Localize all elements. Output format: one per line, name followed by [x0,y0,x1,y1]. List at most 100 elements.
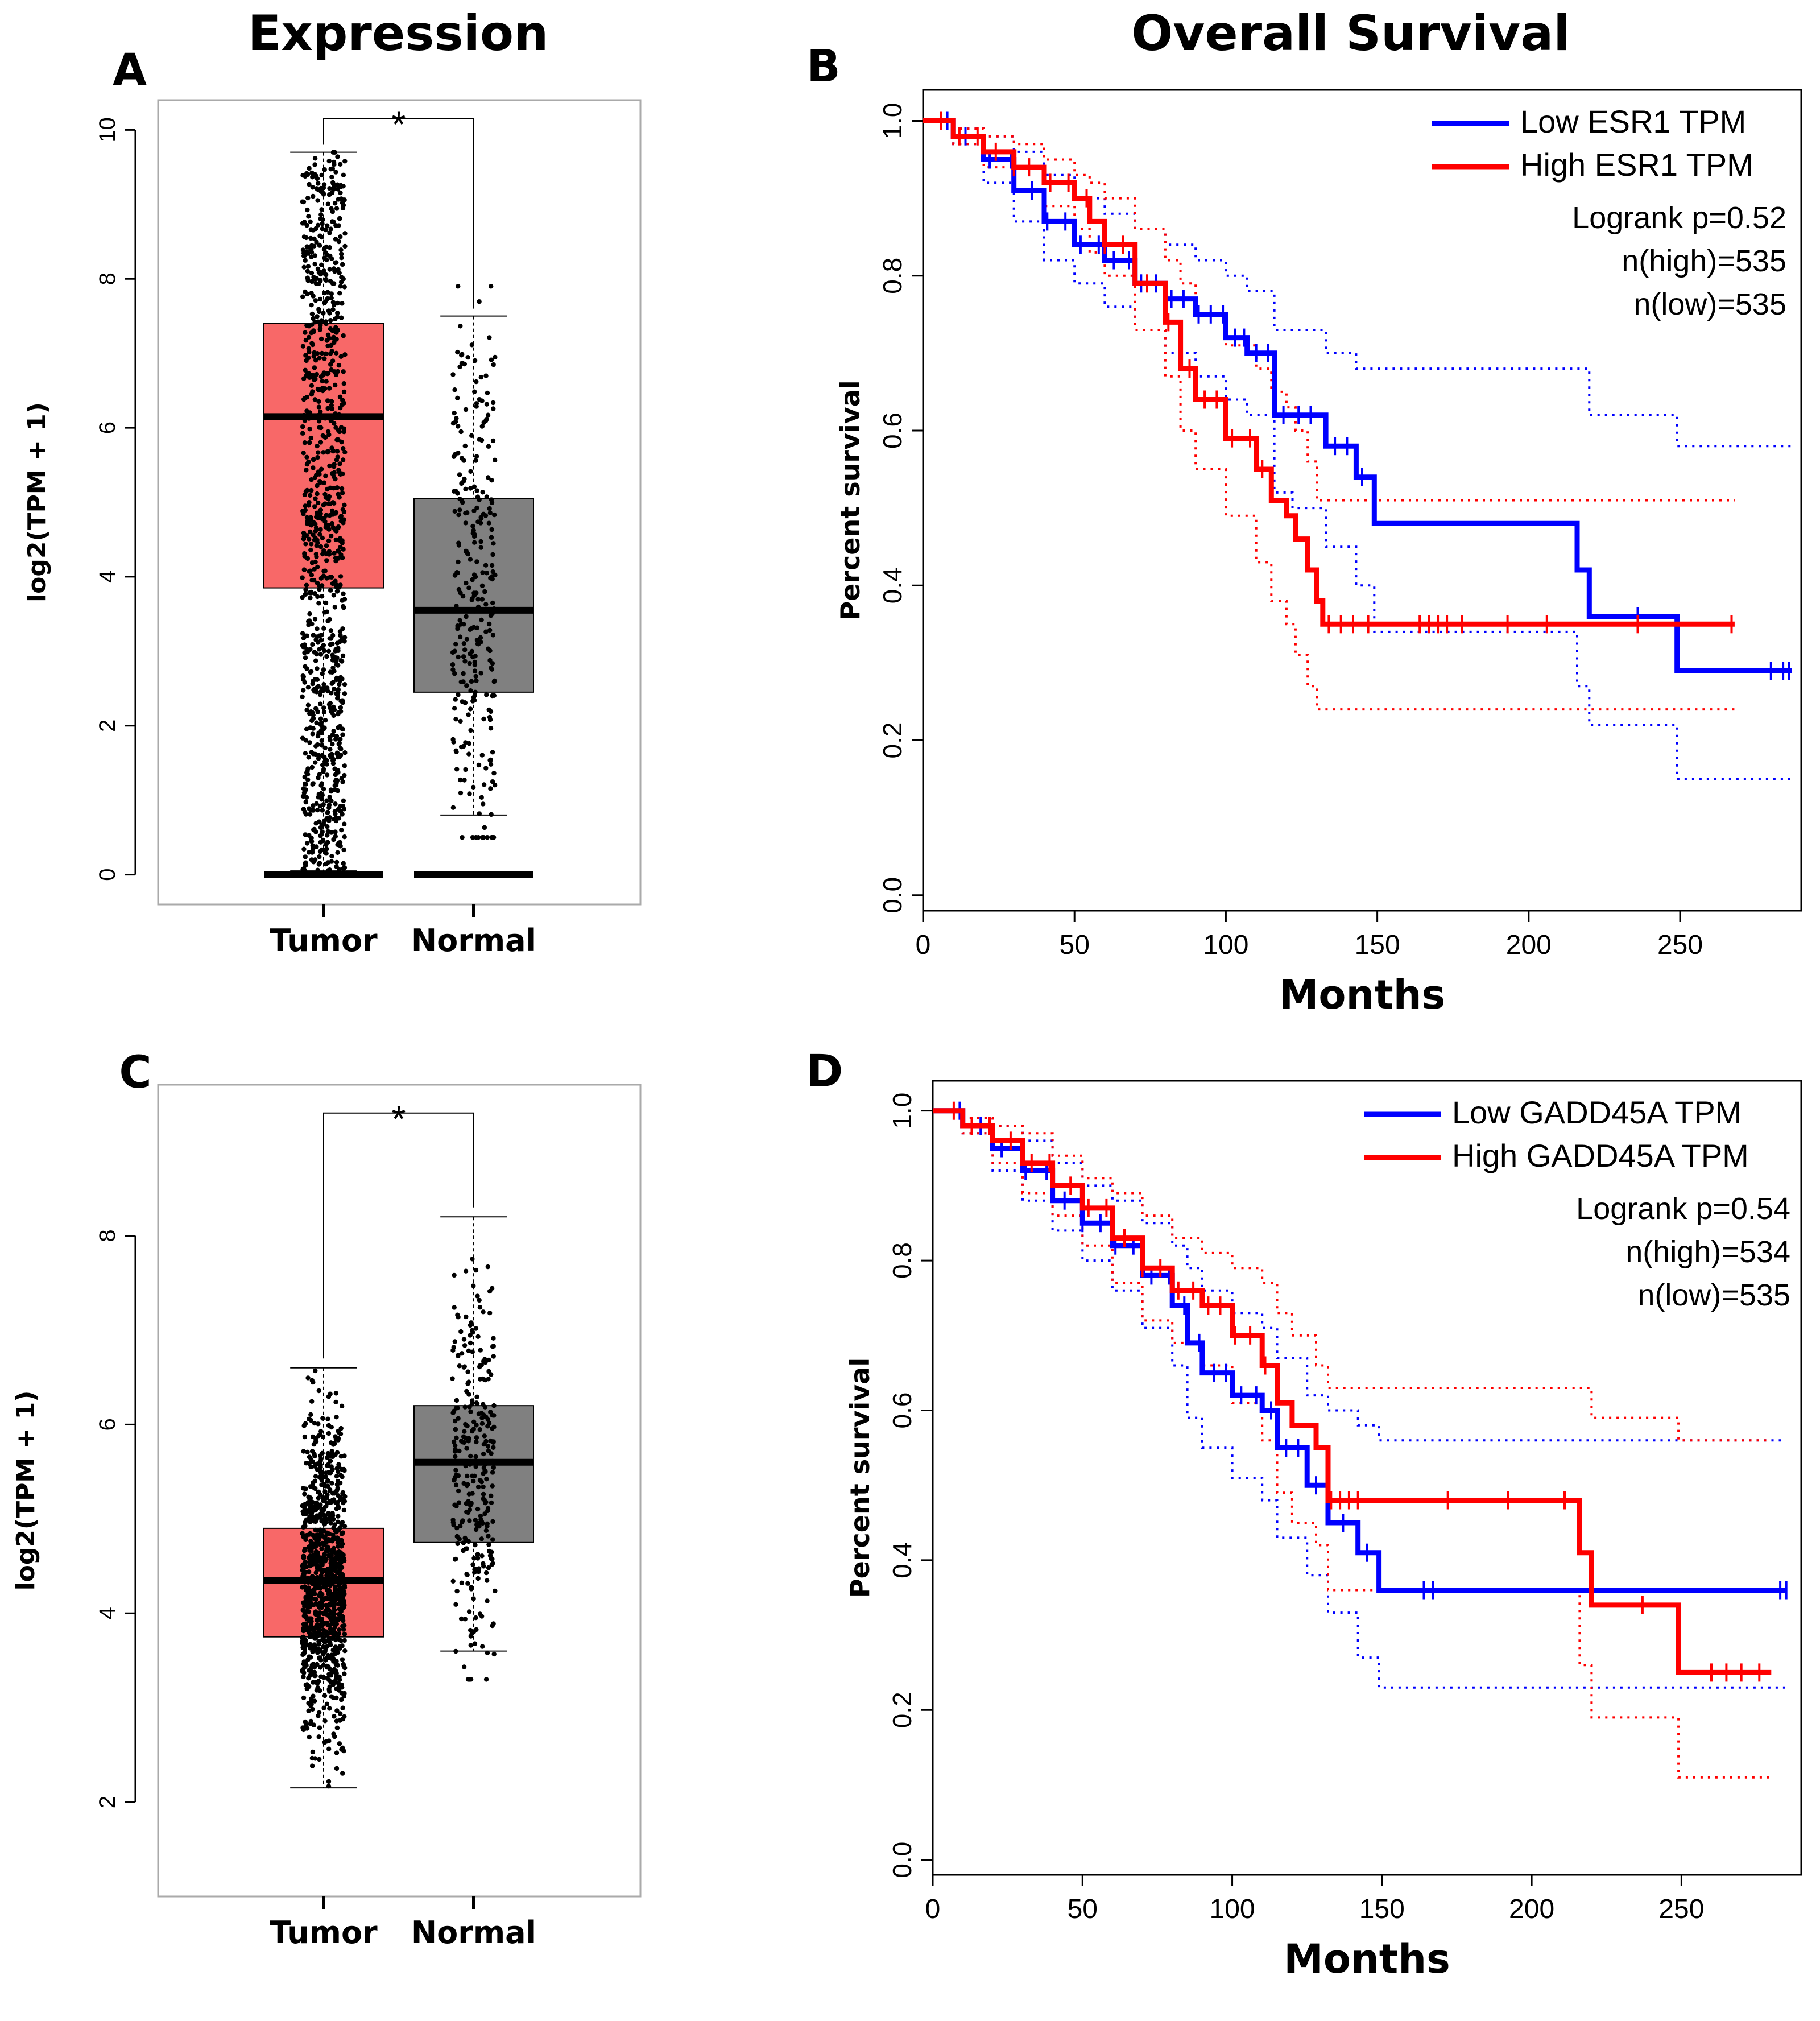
sample-point [333,476,338,482]
sample-point [491,406,496,411]
sample-point [316,1646,321,1652]
sample-point [318,722,324,728]
sample-point [333,1528,338,1534]
sample-point [453,1406,459,1411]
sample-point [301,264,307,270]
sample-point [339,659,345,664]
sample-point [334,778,340,783]
sample-point [479,1479,485,1485]
sample-point [342,1631,348,1637]
sample-point [307,181,312,187]
sample-point [340,1657,345,1662]
low-lower-ci [933,1109,1786,1689]
sample-point [330,328,336,333]
sample-point [461,1440,467,1445]
sample-point [474,1394,479,1399]
sample-point [462,659,468,664]
sample-point [470,1428,475,1434]
sample-point [304,841,310,846]
sample-point [337,681,342,687]
sample-point [330,181,336,187]
sample-point [301,674,306,679]
sample-point [313,1527,318,1533]
sample-point [458,590,463,596]
sample-point [464,1314,469,1320]
sample-point [338,354,344,359]
sample-point [334,734,340,739]
sample-point [470,577,475,582]
sample-point [490,552,495,557]
sample-point [328,1673,334,1678]
sample-point [323,600,329,606]
sample-point [493,354,498,360]
panel-label-d: D [806,1046,843,1097]
sample-point [305,702,311,708]
sample-point [318,1469,323,1474]
sample-point [468,1503,473,1508]
sample-point [311,354,316,359]
sample-point [325,618,330,623]
sample-point [491,541,496,546]
sample-point [455,570,460,576]
panel-b-survival-plot: 0.0 0.2 0.4 0.6 0.8 1.0 Percent survival 0 50 100… [835,89,1802,1018]
sample-point [301,396,307,402]
sample-point [335,788,340,793]
sample-point [300,424,305,429]
sample-point [474,454,479,459]
sample-point [327,230,332,235]
sample-point [453,1648,458,1654]
sample-point [336,663,341,668]
sample-point [316,1388,321,1394]
sample-point [333,1399,338,1405]
sample-point [341,1507,346,1513]
sample-point [330,1532,336,1538]
sample-point [330,166,335,171]
sample-point [341,866,346,871]
sample-point [325,810,330,816]
sample-point [340,555,345,560]
sample-point [309,560,315,565]
sample-point [332,809,338,814]
sample-point [332,551,337,556]
sample-point [338,1425,344,1431]
sample-point [321,185,326,191]
sample-point [326,1746,332,1751]
sample-point [471,572,477,577]
sample-point [334,1564,339,1569]
sample-point [457,496,462,502]
sample-point [487,506,492,511]
sample-point [458,679,464,685]
sample-point [493,572,498,577]
sample-point [314,1532,319,1538]
sample-point [315,266,321,271]
sample-point [311,1693,316,1698]
sample-point [338,1711,343,1716]
sample-point [480,570,485,575]
sample-point [317,803,323,809]
sample-point [485,1444,491,1449]
sample-point [326,805,332,811]
sample-point [331,486,337,491]
sample-point [477,437,482,442]
sample-point [305,1596,311,1601]
sample-point [324,558,329,563]
sample-point [333,1452,338,1457]
sample-point [452,1339,457,1344]
sample-point [325,1531,330,1536]
sample-point [336,1544,341,1549]
sample-point [312,253,318,258]
sample-point [338,162,343,167]
sample-point [303,861,308,866]
sample-point [322,818,328,823]
sample-point [309,572,315,578]
sample-point [316,1615,322,1621]
plot-frame [932,1080,1802,1876]
sample-point [474,1627,479,1632]
sample-point [458,777,463,783]
sample-point [318,791,324,796]
sample-point [318,212,324,217]
sample-point [476,762,482,768]
sample-point [477,1427,482,1432]
sample-point [301,1629,306,1634]
sample-point [321,1675,326,1680]
